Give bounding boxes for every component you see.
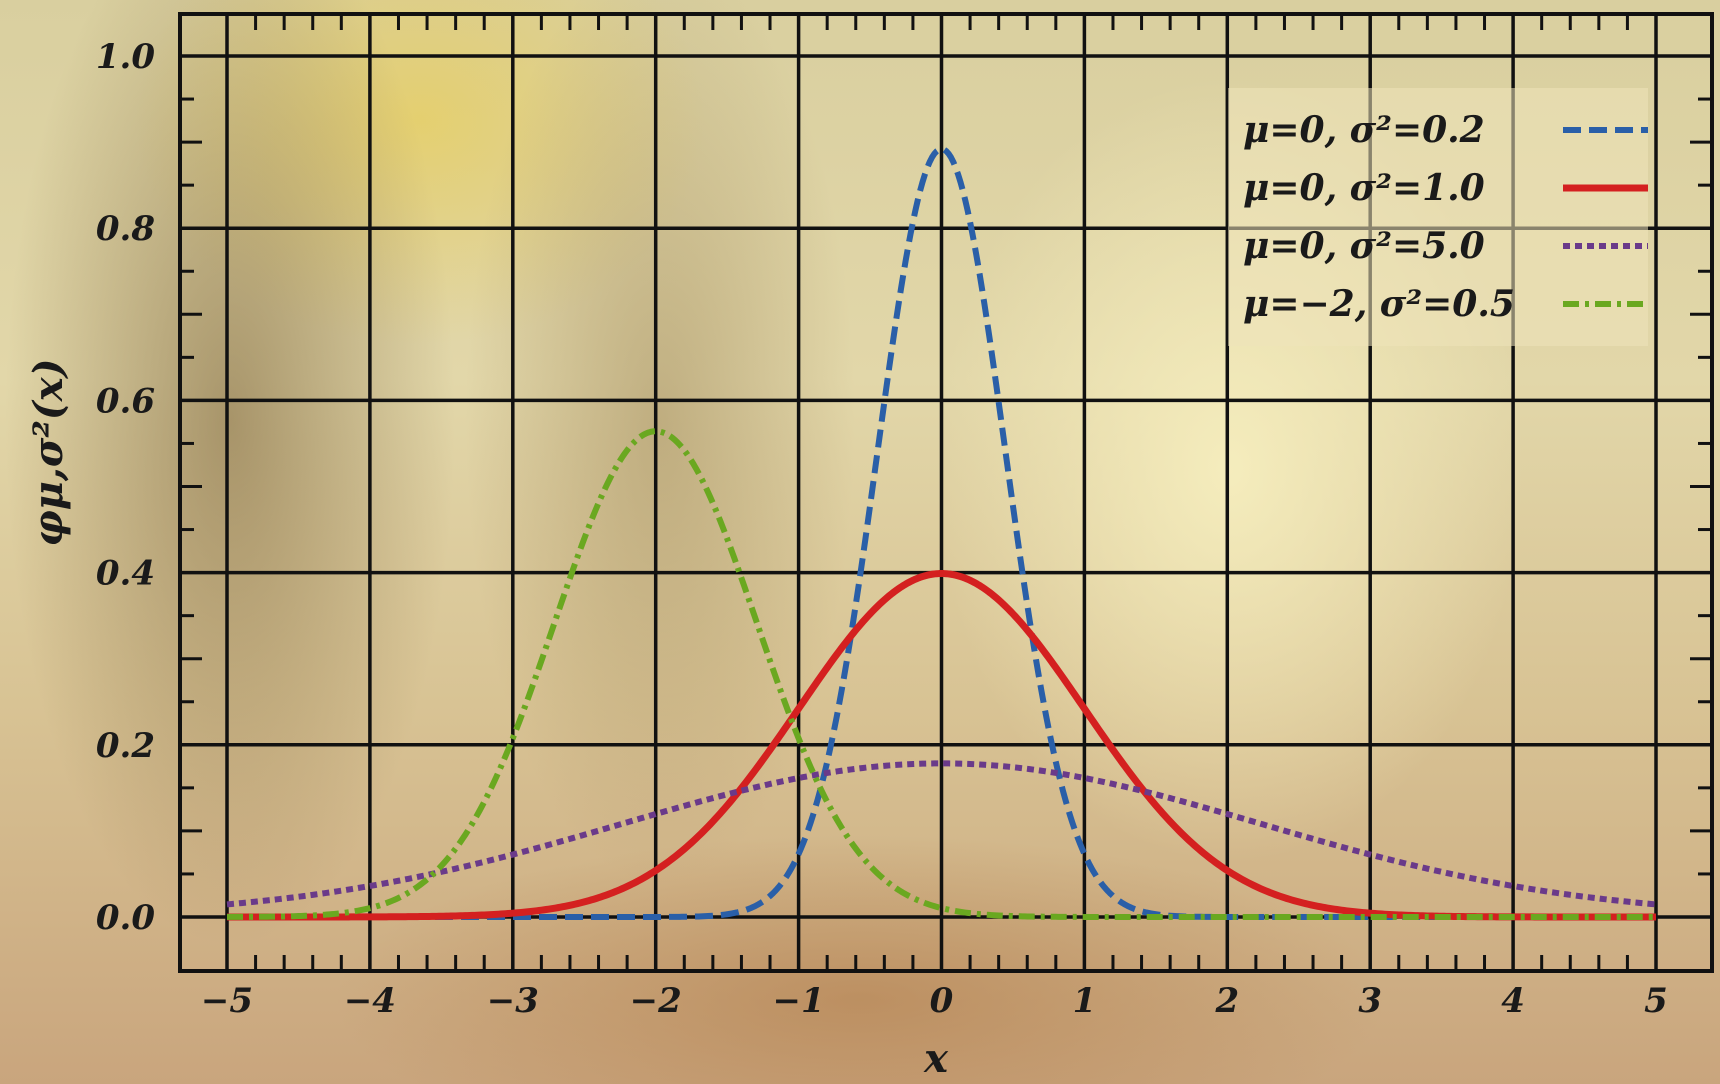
plot-curves: [225, 145, 1658, 921]
x-tick-label: 1: [1073, 981, 1097, 1021]
x-tick-label: 2: [1214, 981, 1239, 1021]
legend-label: μ=0, σ²=1.0: [1243, 167, 1485, 209]
axis-ticks: [180, 14, 1712, 971]
x-tick-label: −3: [487, 981, 539, 1021]
x-tick-labels: −5 −4 −3 −2 −1 0 1 2 3 4 5: [201, 981, 1668, 1021]
x-tick-label: −2: [630, 981, 682, 1021]
legend-label: μ=−2, σ²=0.5: [1243, 283, 1515, 325]
plot-frame: [178, 12, 1714, 973]
y-tick-label: 0.8: [96, 209, 155, 249]
x-tick-label: −5: [201, 981, 253, 1021]
y-tick-label: 0.0: [96, 898, 155, 938]
legend-label: μ=0, σ²=5.0: [1243, 225, 1485, 267]
x-tick-label: −4: [344, 981, 396, 1021]
x-tick-label: 3: [1358, 981, 1382, 1021]
x-tick-label: 5: [1644, 981, 1668, 1021]
y-tick-label: 0.4: [96, 554, 155, 594]
x-tick-label: −1: [773, 981, 825, 1021]
series-curve: [226, 760, 1657, 908]
legend: μ=0, σ²=0.2 μ=0, σ²=1.0 μ=0, σ²=5.0 μ=−2, σ…: [1243, 109, 1648, 325]
x-tick-label: 4: [1501, 981, 1525, 1021]
x-tick-label: 0: [930, 981, 954, 1021]
y-tick-label: 1.0: [96, 37, 155, 77]
y-axis-label: φμ,σ²(x): [25, 358, 72, 546]
x-axis-label: x: [923, 1035, 949, 1082]
legend-label: μ=0, σ²=0.2: [1243, 109, 1485, 151]
y-tick-label: 0.6: [96, 381, 155, 421]
series-curve: [226, 428, 1657, 920]
y-tick-labels: 0.0 0.2 0.4 0.6 0.8 1.0: [96, 37, 155, 938]
y-tick-label: 0.2: [96, 726, 155, 766]
